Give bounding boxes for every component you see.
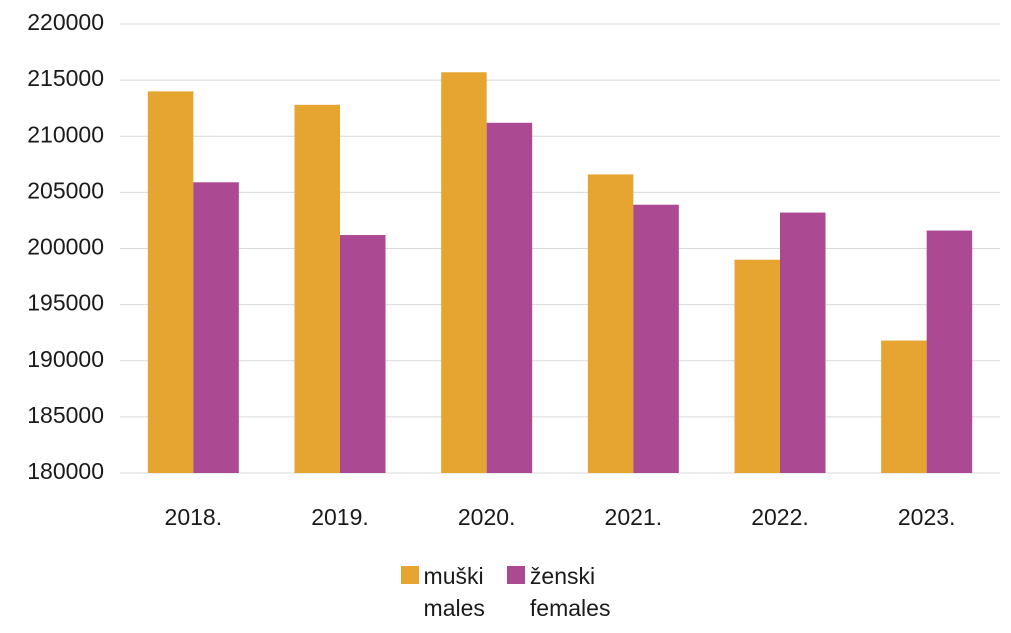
- legend-swatch: [400, 566, 419, 584]
- x-tick-label: 2018.: [165, 504, 223, 530]
- legend-item: muški males: [400, 560, 485, 624]
- y-tick-label: 215000: [27, 65, 104, 91]
- bar: [780, 212, 826, 473]
- y-tick-label: 180000: [27, 458, 104, 484]
- y-tick-label: 190000: [27, 346, 104, 372]
- x-tick-label: 2023.: [898, 504, 956, 530]
- x-tick-label: 2021.: [605, 504, 663, 530]
- bar: [294, 104, 340, 473]
- bar: [926, 230, 973, 473]
- x-tick-label: 2020.: [458, 504, 516, 530]
- legend-label: muški males: [423, 563, 485, 621]
- y-tick-label: 185000: [27, 402, 104, 428]
- legend-swatch: [506, 566, 525, 584]
- x-tick-label: 2019.: [311, 504, 369, 530]
- bar: [486, 122, 533, 473]
- bar: [441, 72, 487, 473]
- bar: [633, 204, 679, 473]
- legend-item: ženski females: [506, 560, 611, 624]
- legend-label: ženski females: [529, 563, 611, 621]
- chart: 180000 185000 190000 195000 200000 205000 2100…: [27, 9, 1000, 530]
- y-tick-label: 205000: [27, 177, 104, 203]
- bar: [193, 182, 239, 473]
- x-tick-label: 2022.: [751, 504, 809, 530]
- y-tick-label: 195000: [27, 290, 104, 316]
- y-tick-label: 220000: [27, 9, 104, 35]
- bar: [881, 340, 927, 473]
- bar: [147, 91, 194, 473]
- bar: [340, 235, 386, 473]
- legend: muški males ženski females: [0, 560, 1011, 624]
- bar: [587, 174, 634, 474]
- y-tick-label: 200000: [27, 234, 104, 260]
- bar: [734, 259, 780, 473]
- y-tick-label: 210000: [27, 121, 104, 147]
